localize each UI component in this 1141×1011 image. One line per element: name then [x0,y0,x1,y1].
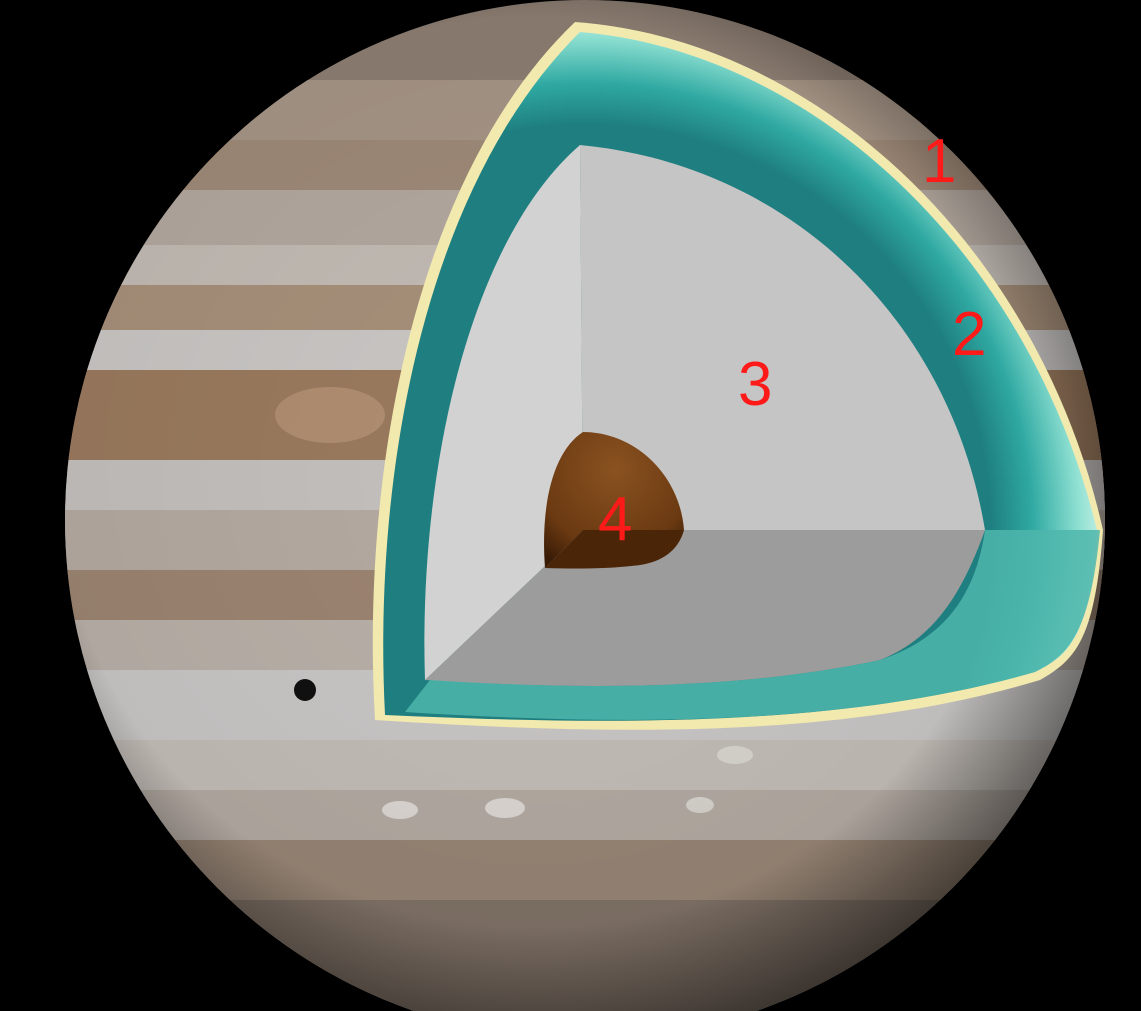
layer-3-left-wall [424,145,583,680]
cutaway-section [372,22,1103,730]
layer-3-floor [425,530,985,686]
label-layer-4: 4 [598,485,632,554]
label-layer-1: 1 [922,127,956,196]
layer-4-core-floor [545,530,684,569]
label-layer-3: 3 [738,350,772,419]
layer-2-floor-band [405,530,1100,720]
layer-3-back-wall [580,145,985,530]
layer-4-core-wall [544,432,684,568]
label-layer-2: 2 [952,300,986,369]
